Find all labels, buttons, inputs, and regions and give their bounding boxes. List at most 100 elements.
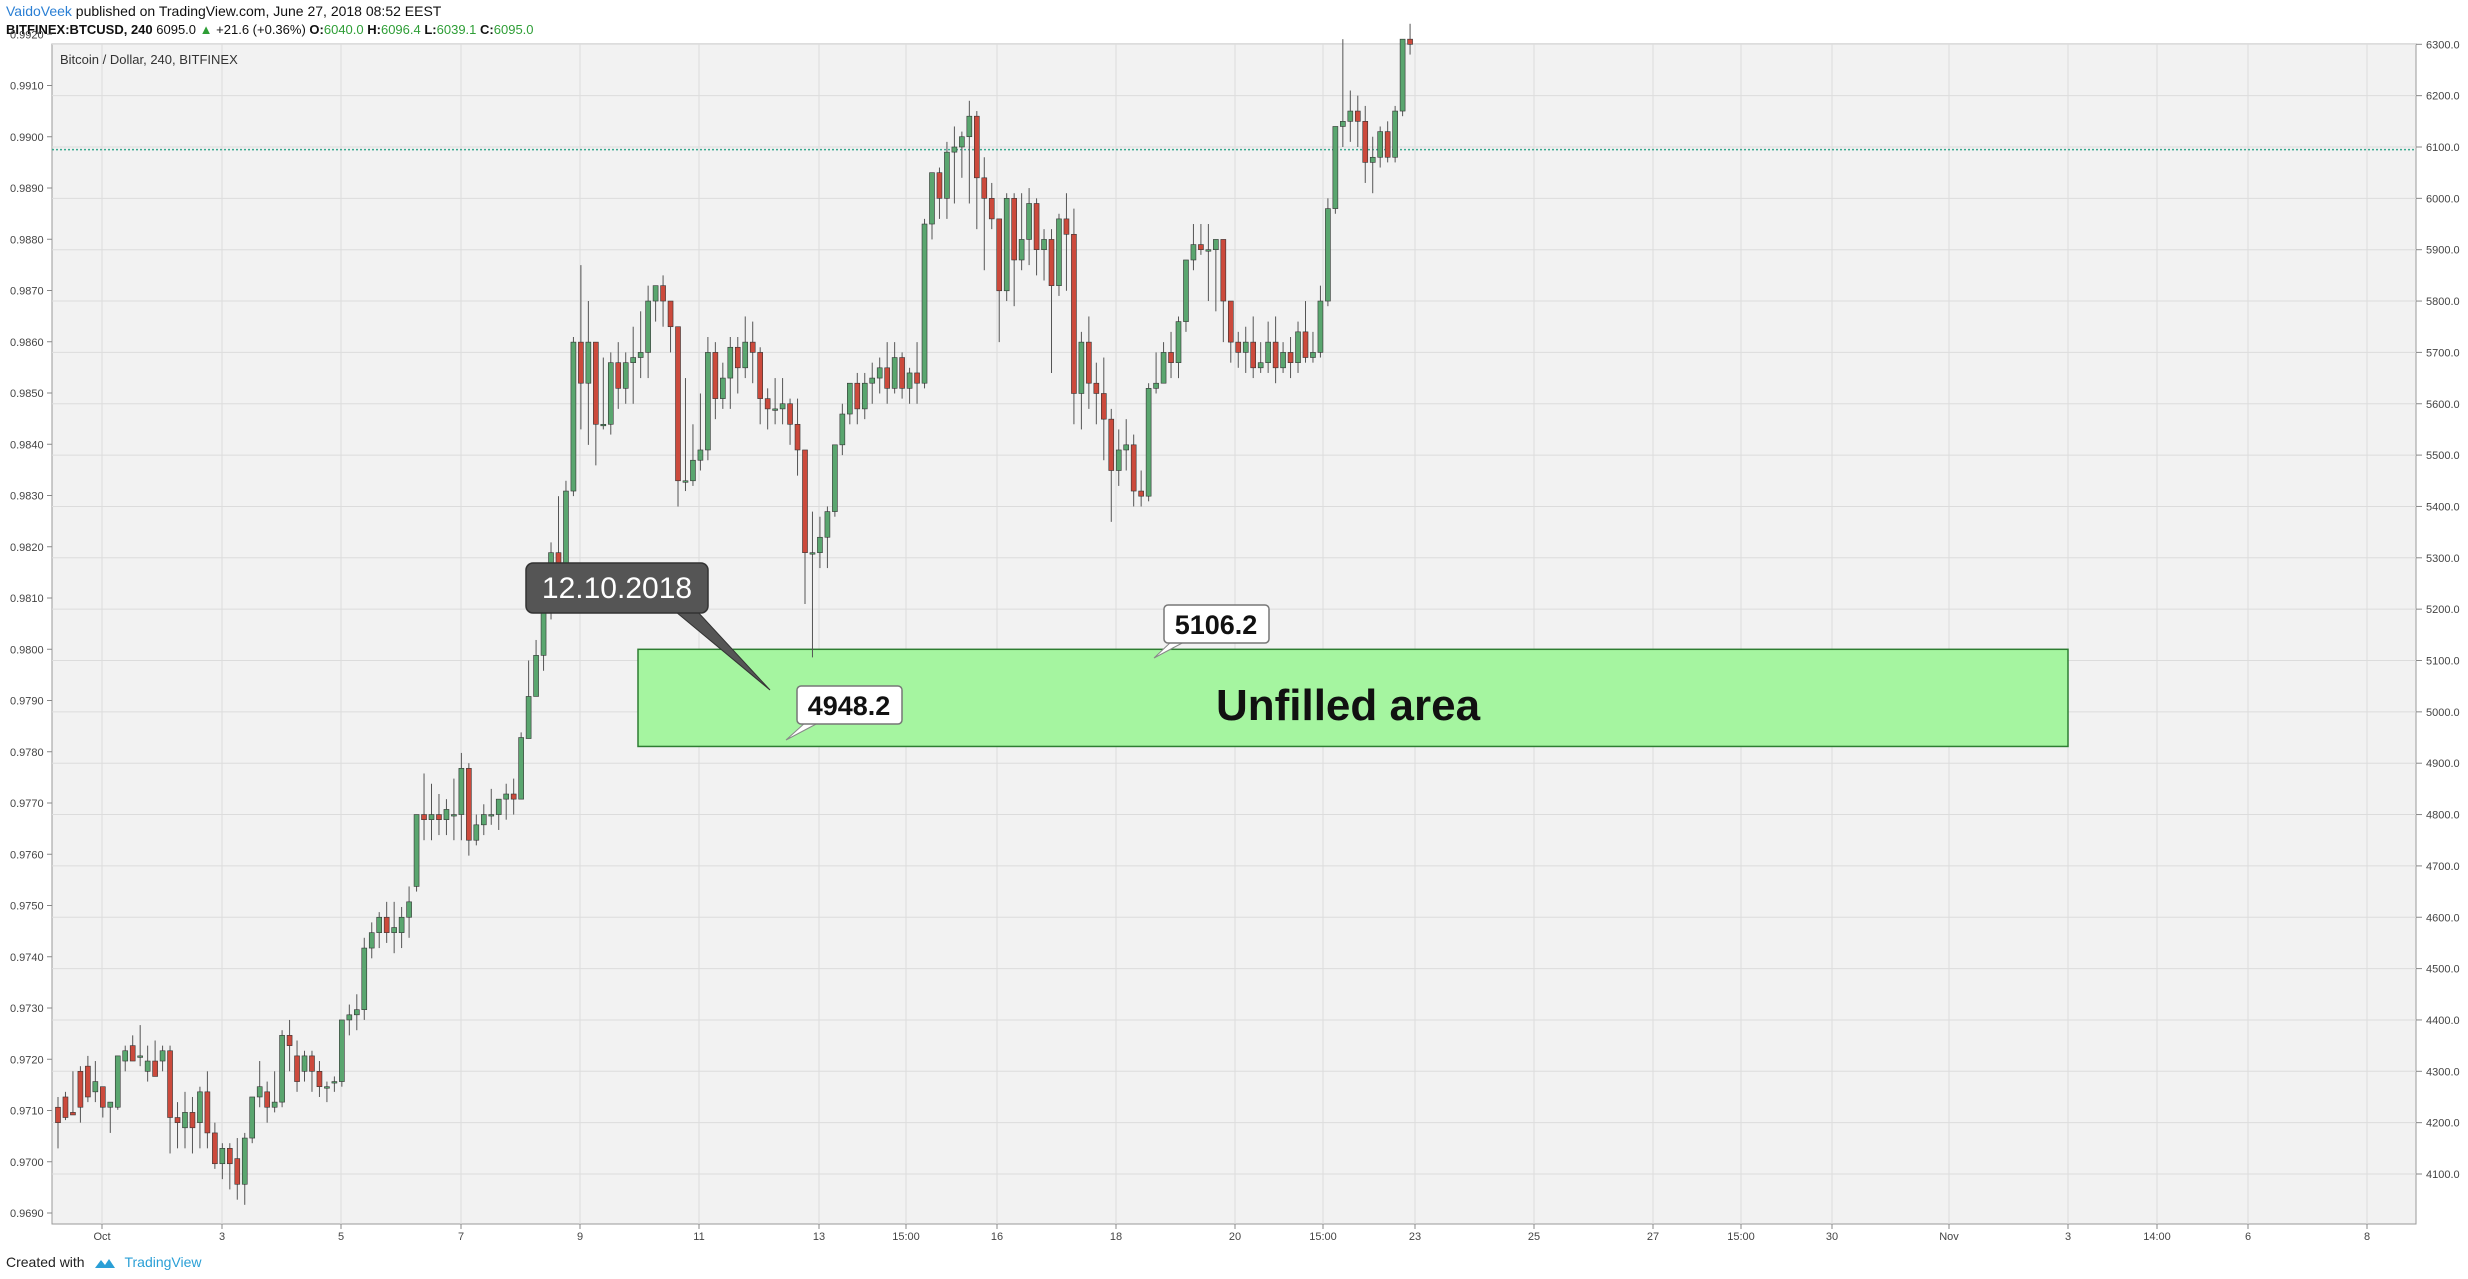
candle-body[interactable] <box>1011 198 1017 261</box>
candle-body[interactable] <box>167 1050 173 1118</box>
candle-body[interactable] <box>1153 382 1159 389</box>
candle-body[interactable] <box>891 357 898 389</box>
candle-body[interactable] <box>1198 244 1204 251</box>
candle-body[interactable] <box>398 916 405 933</box>
candle-body[interactable] <box>1041 239 1047 250</box>
candle-body[interactable] <box>368 932 375 949</box>
candle-body[interactable] <box>951 146 958 153</box>
candle-body[interactable] <box>936 172 943 199</box>
candle-body[interactable] <box>1399 38 1406 112</box>
candle-body[interactable] <box>466 768 472 841</box>
candle-body[interactable] <box>1018 239 1025 261</box>
candle-body[interactable] <box>241 1137 248 1185</box>
candle-body[interactable] <box>861 382 868 410</box>
candle-body[interactable] <box>122 1050 129 1062</box>
candle-body[interactable] <box>1213 239 1219 250</box>
candle-body[interactable] <box>249 1096 256 1139</box>
candle-body[interactable] <box>421 814 427 820</box>
candle-body[interactable] <box>944 151 950 199</box>
candle-body[interactable] <box>675 326 681 482</box>
candle-body[interactable] <box>294 1055 300 1082</box>
candle-body[interactable] <box>391 927 397 933</box>
candle-body[interactable] <box>70 1112 76 1116</box>
candle-body[interactable] <box>256 1086 263 1098</box>
candle-body[interactable] <box>286 1035 293 1046</box>
candle-body[interactable] <box>1272 341 1279 369</box>
candle-body[interactable] <box>600 423 607 427</box>
candle-body[interactable] <box>174 1117 181 1123</box>
candle-body[interactable] <box>129 1045 136 1062</box>
candle-body[interactable] <box>1108 418 1115 471</box>
candle-body[interactable] <box>929 172 935 225</box>
candle-body[interactable] <box>966 115 973 138</box>
candle-body[interactable] <box>1265 341 1271 363</box>
candle-body[interactable] <box>331 1081 338 1084</box>
candle-body[interactable] <box>1003 198 1010 292</box>
candle-body[interactable] <box>1317 300 1324 353</box>
candle-body[interactable] <box>682 480 689 483</box>
candle-body[interactable] <box>1392 110 1398 158</box>
candle-body[interactable] <box>234 1158 241 1185</box>
author-link[interactable]: VaidoVeek <box>6 3 72 19</box>
candle-body[interactable] <box>301 1055 308 1072</box>
candle-body[interactable] <box>1340 121 1346 127</box>
candle-body[interactable] <box>1033 203 1040 251</box>
candle-body[interactable] <box>1332 126 1339 209</box>
candle-body[interactable] <box>727 346 734 379</box>
candle-body[interactable] <box>720 377 726 399</box>
candle-body[interactable] <box>1145 388 1152 497</box>
candle-body[interactable] <box>660 285 666 302</box>
candle-body[interactable] <box>443 809 450 820</box>
candle-body[interactable] <box>1115 449 1122 471</box>
candle-body[interactable] <box>1235 341 1242 353</box>
candle-body[interactable] <box>436 814 442 820</box>
candle-body[interactable] <box>1086 341 1092 384</box>
candle-body[interactable] <box>734 346 741 369</box>
candle-body[interactable] <box>503 793 510 800</box>
candle-body[interactable] <box>817 536 823 553</box>
candle-body[interactable] <box>1048 239 1055 286</box>
candle-body[interactable] <box>77 1071 84 1108</box>
candle-body[interactable] <box>1183 259 1189 322</box>
candle-body[interactable] <box>1026 203 1032 240</box>
candle-body[interactable] <box>1242 341 1249 353</box>
candle-body[interactable] <box>839 413 846 446</box>
candle-body[interactable] <box>264 1091 270 1108</box>
candle-body[interactable] <box>847 382 853 415</box>
candle-body[interactable] <box>630 357 636 363</box>
candle-body[interactable] <box>137 1055 143 1058</box>
candle-body[interactable] <box>1063 218 1070 235</box>
candle-body[interactable] <box>271 1101 278 1108</box>
candle-body[interactable] <box>1160 352 1167 384</box>
candle-body[interactable] <box>1227 300 1234 343</box>
candle-body[interactable] <box>570 341 577 492</box>
candle-body[interactable] <box>884 367 890 389</box>
candle-body[interactable] <box>988 198 995 220</box>
candle-body[interactable] <box>1138 490 1144 497</box>
candle-body[interactable] <box>495 798 502 815</box>
candle-body[interactable] <box>824 511 831 538</box>
candle-body[interactable] <box>227 1148 233 1165</box>
candle-body[interactable] <box>339 1019 345 1082</box>
candle-body[interactable] <box>794 423 801 451</box>
candle-body[interactable] <box>324 1086 330 1089</box>
candle-body[interactable] <box>1347 110 1354 122</box>
candle-body[interactable] <box>1168 352 1174 363</box>
candle-body[interactable] <box>809 552 816 555</box>
candle-body[interactable] <box>802 449 808 553</box>
candle-body[interactable] <box>144 1060 151 1072</box>
date-callout[interactable]: 12.10.2018 <box>525 562 771 691</box>
candle-body[interactable] <box>764 398 771 410</box>
candle-body[interactable] <box>525 696 532 739</box>
candle-body[interactable] <box>779 403 786 410</box>
candle-body[interactable] <box>1407 38 1413 45</box>
candle-body[interactable] <box>742 341 749 369</box>
candle-body[interactable] <box>697 449 704 461</box>
candle-body[interactable] <box>749 341 756 353</box>
candle-body[interactable] <box>353 1009 360 1016</box>
candle-body[interactable] <box>1325 208 1331 302</box>
candle-body[interactable] <box>712 352 719 399</box>
candle-body[interactable] <box>593 341 599 425</box>
candle-body[interactable] <box>563 490 569 569</box>
candle-body[interactable] <box>974 115 980 179</box>
